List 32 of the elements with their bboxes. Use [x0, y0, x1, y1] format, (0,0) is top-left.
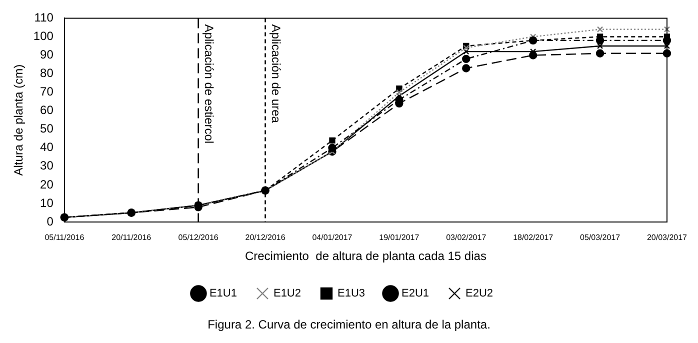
y-tick-label: 60 — [40, 103, 54, 118]
x-tick-label: 20/03/2017 — [646, 233, 688, 242]
legend-label: E2U2 — [466, 288, 494, 300]
x-tick-label: 05/03/2017 — [580, 233, 621, 242]
x-axis-title: Crecimiento de altura de planta cada 15 dias — [244, 249, 486, 264]
y-tick-label: 70 — [40, 84, 54, 99]
legend-label: E1U1 — [209, 288, 237, 300]
y-tick-label: 50 — [40, 122, 54, 136]
x-tick-label: 18/02/2017 — [513, 233, 554, 242]
y-tick-label: 10 — [40, 196, 54, 210]
x-tick-label: 20/12/2016 — [245, 233, 286, 242]
y-tick-label: 90 — [40, 48, 54, 62]
y-tick-label: 0 — [46, 214, 54, 228]
y-tick-label: 30 — [40, 158, 54, 173]
y-tick-label: 80 — [40, 66, 54, 80]
ref-line-label: Aplicación de urea — [268, 24, 283, 124]
x-tick-label: 03/02/2017 — [446, 233, 487, 242]
y-tick-label: 100 — [33, 29, 54, 44]
legend-label: E1U2 — [273, 288, 302, 300]
y-tick-label: 110 — [34, 10, 54, 25]
y-tick-label: 40 — [40, 140, 54, 154]
text: Figura 2. Curva de crecimiento en altura de la planta. — [208, 317, 490, 332]
x-tick-label: 20/11/2016 — [112, 233, 152, 242]
x-tick-label: 05/12/2016 — [178, 233, 219, 242]
ref-line-label: Aplicación de estiercol — [202, 24, 216, 144]
x-tick-label: 05/11/2016 — [44, 233, 85, 242]
y-tick-label: 20 — [40, 177, 54, 192]
legend-label: E1U3 — [337, 288, 366, 300]
x-tick-label: 19/01/2017 — [379, 233, 420, 242]
y-axis-title: Altura de planta (cm) — [12, 64, 26, 176]
x-tick-label: 04/01/2017 — [312, 233, 353, 242]
legend-label: E2U1 — [402, 288, 430, 300]
